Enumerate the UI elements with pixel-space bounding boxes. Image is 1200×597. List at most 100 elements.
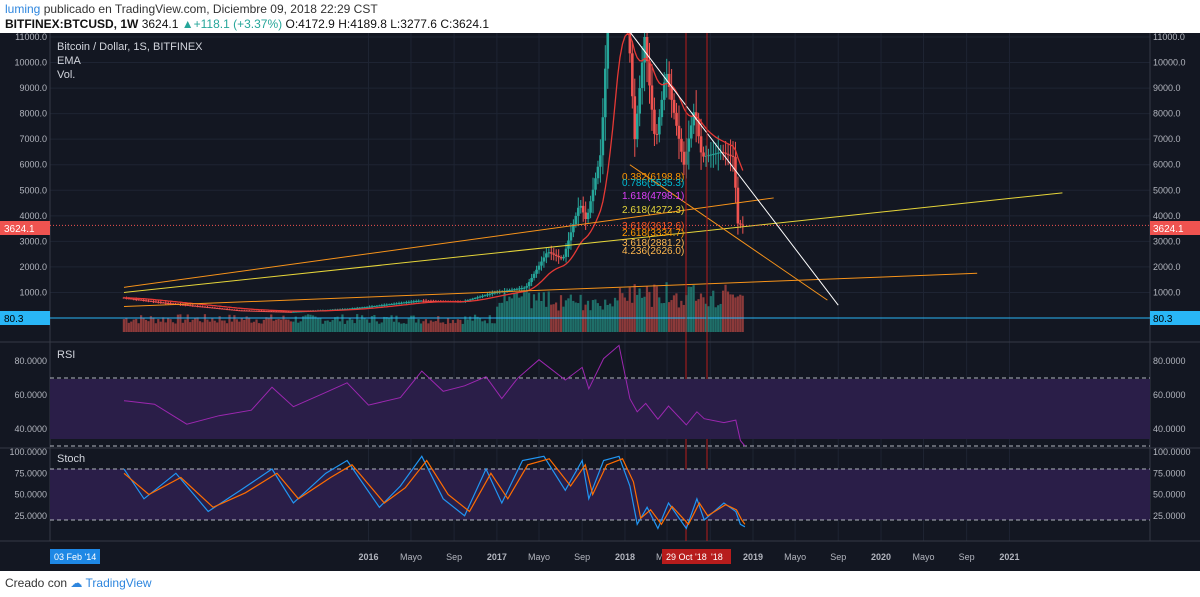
candle-body xyxy=(473,297,477,299)
volume-bar xyxy=(559,295,563,332)
volume-bar xyxy=(692,285,695,332)
tradingview-logo-icon: ☁ xyxy=(70,576,83,590)
volume-bar xyxy=(471,320,474,332)
candle-body xyxy=(245,310,249,312)
candle-body xyxy=(191,305,195,307)
candle-body xyxy=(670,86,673,100)
volume-bar xyxy=(520,296,523,332)
candle-body xyxy=(419,300,423,302)
candle-body xyxy=(279,311,283,313)
volume-bar xyxy=(434,321,437,332)
candle-body xyxy=(299,311,303,313)
fib-label: 2.618(4272.3) xyxy=(622,205,684,216)
author-link[interactable]: luming xyxy=(5,2,41,16)
volume-bar xyxy=(154,323,157,332)
price-tick-left: 5000.0 xyxy=(19,185,47,195)
time-tick: Mayo xyxy=(912,552,934,562)
candle-body xyxy=(370,306,374,308)
candle-body xyxy=(476,297,479,299)
price-tick-left: 4000.0 xyxy=(19,211,47,221)
volume-bar xyxy=(353,323,356,332)
volume-bar xyxy=(591,300,595,332)
candle-body xyxy=(508,290,511,292)
volume-bar xyxy=(186,314,189,332)
volume-bar xyxy=(432,321,435,332)
price-tick-right: 3000.0 xyxy=(1153,236,1181,246)
candle-body xyxy=(395,303,398,305)
volume-bar xyxy=(272,320,275,332)
candle-body xyxy=(424,300,428,302)
candle-body xyxy=(417,300,420,302)
volume-bar xyxy=(137,323,140,332)
volume-bar xyxy=(535,300,538,332)
candle-body xyxy=(363,307,366,309)
trendline xyxy=(629,164,828,301)
candle-body xyxy=(149,300,153,302)
volume-bar xyxy=(618,288,622,332)
volume-bar xyxy=(333,317,337,332)
volume-bar xyxy=(496,306,499,332)
candle-body xyxy=(557,255,560,258)
candle-body xyxy=(692,112,696,126)
candle-body xyxy=(540,261,543,266)
high-label: H: xyxy=(338,17,351,31)
volume-bar xyxy=(348,318,351,332)
candle-body xyxy=(478,296,482,298)
volume-bar xyxy=(532,294,536,332)
stoch-label: Stoch xyxy=(57,453,85,465)
candle-body xyxy=(402,302,406,304)
chart-title: Bitcoin / Dollar, 1S, BITFINEX xyxy=(57,41,203,53)
candle-body xyxy=(471,298,475,300)
volume-bar xyxy=(343,323,347,332)
volume-bar xyxy=(628,287,631,332)
volume-bar xyxy=(483,320,486,332)
volume-bar xyxy=(230,321,234,332)
candle-body xyxy=(579,205,583,208)
volume-bar xyxy=(675,293,678,332)
candle-body xyxy=(589,201,592,213)
candle-body xyxy=(594,178,597,190)
chart-canvas[interactable]: 2016 Mayo Sep 2017 Mayo Sep 2018 Mayo Sep 2019 May… xyxy=(0,33,1200,571)
volume-bar xyxy=(395,315,398,332)
volume-bar xyxy=(736,296,739,332)
volume-bar xyxy=(491,323,494,332)
candle-body xyxy=(675,112,678,126)
rsi-line xyxy=(123,344,746,447)
low-value: 3277.6 xyxy=(400,17,437,31)
price-badge-left-text: 3624.1 xyxy=(4,224,35,235)
volume-bar xyxy=(400,323,403,332)
candle-body xyxy=(653,109,656,134)
volume-bar xyxy=(368,322,371,332)
candle-body xyxy=(355,307,359,309)
price-tick-left: 7000.0 xyxy=(19,134,47,144)
candle-body xyxy=(547,252,551,254)
volume-bar xyxy=(611,306,614,332)
start-date-badge: 03 Feb '14 xyxy=(50,549,100,564)
time-tick: Mayo xyxy=(400,552,422,562)
volume-bar xyxy=(208,321,211,332)
volume-bar xyxy=(147,321,150,332)
candle-body xyxy=(360,307,364,309)
volume-bar xyxy=(527,292,531,332)
volume-bar xyxy=(139,315,143,332)
candle-body xyxy=(164,302,168,304)
volume-bar xyxy=(626,300,629,332)
volume-bar xyxy=(351,319,354,332)
volume-bar xyxy=(122,319,125,332)
volume-bar xyxy=(260,323,263,332)
candle-body xyxy=(289,311,293,313)
volume-bar xyxy=(721,290,725,332)
candle-body xyxy=(601,117,605,156)
candle-body xyxy=(414,301,418,303)
volume-bar xyxy=(358,319,361,332)
candle-body xyxy=(697,120,700,137)
close-value: 3624.1 xyxy=(452,17,490,31)
fib-label: 4.236(2626.0) xyxy=(622,246,684,257)
stoch-tick-left: 25.0000 xyxy=(14,511,47,521)
candle-body xyxy=(282,311,285,313)
volume-bar xyxy=(243,319,246,332)
tradingview-brand-link[interactable]: TradingView xyxy=(85,576,152,590)
volume-badge-right-text: 80.3 xyxy=(1153,314,1173,325)
candle-body xyxy=(662,82,666,100)
candle-body xyxy=(724,152,727,154)
